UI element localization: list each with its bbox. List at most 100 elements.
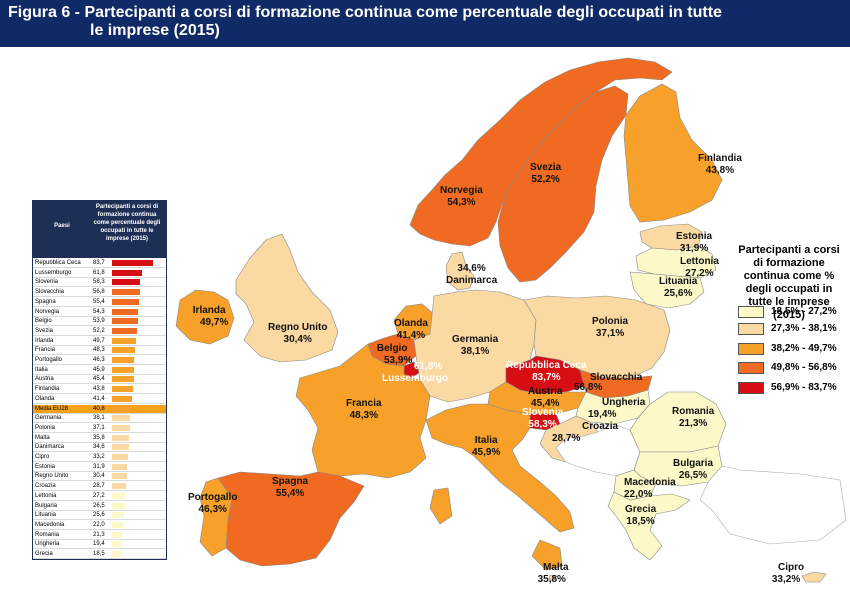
table-cell-value: 48,3 bbox=[93, 347, 105, 354]
table-cell-value: 58,3 bbox=[93, 279, 105, 286]
table-cell-value: 19,4 bbox=[93, 541, 105, 548]
region-malta bbox=[548, 574, 556, 582]
table-row: Italia 45,9 bbox=[33, 366, 166, 375]
table-cell-value: 49,7 bbox=[93, 337, 105, 344]
region-regno-unito bbox=[235, 233, 339, 363]
table-bar bbox=[112, 376, 135, 383]
table-cell-country: Regno Unito bbox=[35, 473, 69, 480]
map-label-lettonia: Lettonia 27,2% bbox=[680, 256, 719, 279]
region-portogallo bbox=[199, 477, 233, 557]
legend-label: 49,8% - 56,8% bbox=[771, 362, 837, 373]
table-row: Macedonia 22,0 bbox=[33, 521, 166, 530]
table-cell-value: 52,2 bbox=[93, 327, 105, 334]
map-label-germania: Germania 38,1% bbox=[452, 334, 499, 357]
table-cell-value: 18,5 bbox=[93, 551, 105, 557]
table-cell-country: Germania bbox=[35, 415, 62, 422]
table-bar bbox=[112, 541, 122, 548]
legend-item: 38,2% - 49,7% bbox=[738, 343, 848, 357]
table-row: Norvegia 54,3 bbox=[33, 308, 166, 317]
table-header: Paesi Partecipanti a corsi di formazione… bbox=[33, 201, 166, 258]
map-label-finlandia: Finlandia 43,8% bbox=[698, 153, 742, 176]
map-label-cipro: Cipro 33,2% bbox=[771, 562, 805, 585]
table-cell-value: 25,6 bbox=[93, 512, 105, 519]
table-bar bbox=[112, 502, 125, 509]
region-romania bbox=[629, 391, 727, 453]
region-grecia bbox=[607, 491, 691, 561]
table-cell-value: 34,6 bbox=[93, 444, 105, 451]
legend-label: 18,5% - 27,2% bbox=[771, 306, 837, 317]
map-label-romania: Romania 21,3% bbox=[672, 406, 715, 429]
table-cell-country: Grecia bbox=[35, 551, 53, 557]
table-cell-country: Austria bbox=[35, 376, 54, 383]
legend-label: 27,3% - 38,1% bbox=[771, 323, 837, 334]
table-header-country: Paesi bbox=[54, 223, 70, 229]
map-label-grecia: Grecia 18,5% bbox=[625, 504, 657, 527]
table-cell-value: 55,4 bbox=[93, 298, 105, 305]
table-bar bbox=[112, 298, 139, 305]
table-cell-value: 53,9 bbox=[93, 318, 105, 325]
table-row: Estonia 31,9 bbox=[33, 463, 166, 472]
table-cell-value: 45,4 bbox=[93, 376, 105, 383]
legend-swatch bbox=[738, 323, 764, 335]
table-row: Belgio 53,9 bbox=[33, 317, 166, 327]
region-irlanda bbox=[175, 289, 235, 345]
region-finlandia bbox=[623, 83, 723, 223]
region-francia bbox=[295, 343, 431, 479]
table-bar bbox=[112, 551, 121, 557]
table-cell-country: Danimarca bbox=[35, 444, 65, 451]
table-row: Austria 45,4 bbox=[33, 375, 166, 385]
map-label-bulgaria: Bulgaria 26,5% bbox=[673, 458, 714, 481]
map-label-svezia: Svezia 52,2% bbox=[530, 162, 562, 185]
map-label-macedonia: Macedonia 22,0% bbox=[624, 477, 676, 500]
map-label-malta: Malta 35,8% bbox=[537, 562, 569, 585]
table-bar bbox=[112, 357, 135, 363]
region-danimarca bbox=[445, 251, 475, 291]
map-label-spagna: Spagna 55,4% bbox=[272, 476, 309, 499]
table-cell-country: Cipro bbox=[35, 454, 50, 460]
table-cell-country: Spagna bbox=[35, 298, 56, 305]
table-cell-value: 56,8 bbox=[93, 289, 105, 296]
table-row: Portogallo 46,3 bbox=[33, 356, 166, 365]
map-label-irlanda: Irlanda 49,7% bbox=[192, 305, 229, 328]
table-row: Olanda 41,4 bbox=[33, 395, 166, 404]
table-row: Irlanda 49,7 bbox=[33, 337, 166, 346]
table-row: Repubblica Ceca 83,7 bbox=[33, 259, 166, 268]
table-cell-country: Ungheria bbox=[35, 541, 60, 548]
table-cell-country: Lussemburgo bbox=[35, 269, 72, 276]
table-row: Grecia 18,5 bbox=[33, 550, 166, 559]
legend-swatch bbox=[738, 382, 764, 394]
table-bar bbox=[112, 424, 130, 431]
table-header-value: Partecipanti a corsi di formazione conti… bbox=[93, 204, 161, 242]
table-bar bbox=[112, 444, 129, 451]
table-row: Croazia 28,7 bbox=[33, 482, 166, 492]
table-cell-value: 28,7 bbox=[93, 483, 105, 490]
map-label-lituania: Lituania 25,6% bbox=[659, 276, 698, 299]
table-cell-country: Polonia bbox=[35, 424, 56, 431]
map-label-olanda: Olanda 41,4% bbox=[394, 318, 428, 341]
table-cell-value: 31,9 bbox=[93, 463, 105, 470]
table-row: Romania 21,3 bbox=[33, 531, 166, 540]
table-bar bbox=[112, 531, 123, 538]
table-row: Lussemburgo 61,8 bbox=[33, 269, 166, 278]
map-label-norvegia: Norvegia 54,3% bbox=[440, 185, 483, 208]
table-cell-value: 61,8 bbox=[93, 269, 105, 276]
table-cell-country: Malta bbox=[35, 434, 50, 441]
table-bar bbox=[112, 279, 141, 286]
table-cell-country: Slovenia bbox=[35, 279, 59, 286]
map-label-francia: Francia 48,3% bbox=[346, 398, 382, 421]
table-cell-country: Macedonia bbox=[35, 521, 65, 528]
table-cell-country: Norvegia bbox=[35, 308, 60, 315]
legend-item: 18,5% - 27,2% bbox=[738, 306, 848, 320]
table-bar bbox=[112, 269, 142, 276]
table-cell-country: Olanda bbox=[35, 395, 55, 402]
region-italia bbox=[425, 403, 575, 571]
map-label-belgio: Belgio 53,9% bbox=[376, 343, 413, 366]
table-bar bbox=[112, 260, 153, 266]
table-cell-country: Romania bbox=[35, 531, 60, 538]
table-row: Bulgaria 26,5 bbox=[33, 502, 166, 511]
table-bar bbox=[112, 327, 138, 334]
table-bar bbox=[112, 347, 136, 354]
table-cell-value: 30,4 bbox=[93, 473, 105, 480]
figure-title-banner: Figura 6 - Partecipanti a corsi di forma… bbox=[0, 0, 850, 47]
table-cell-value: 22,0 bbox=[93, 521, 105, 528]
